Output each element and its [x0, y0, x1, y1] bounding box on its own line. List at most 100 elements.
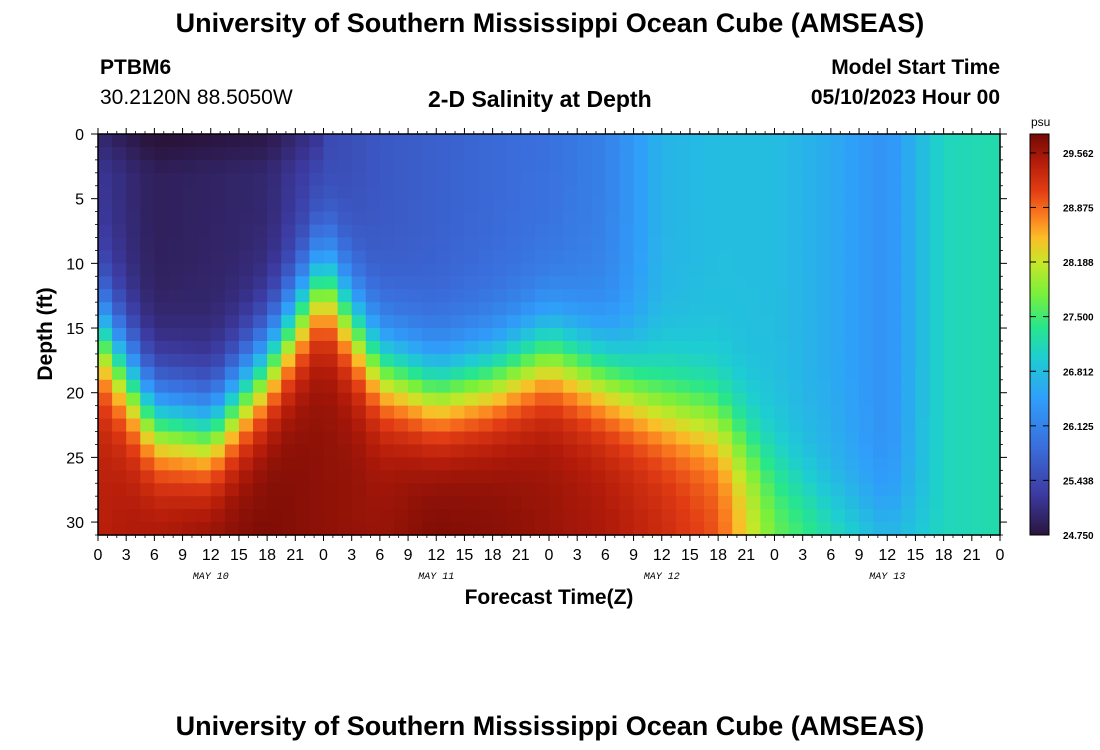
- heatmap-cell: [605, 276, 621, 290]
- heatmap-cell: [619, 444, 635, 458]
- heatmap-cell: [633, 134, 649, 148]
- heatmap-cell: [224, 366, 240, 381]
- heatmap-cell: [365, 224, 381, 239]
- heatmap-cell: [492, 185, 508, 200]
- heatmap-cell: [464, 198, 480, 213]
- heatmap-cell: [295, 509, 311, 523]
- heatmap-cell: [168, 146, 184, 161]
- heatmap-cell: [267, 237, 282, 252]
- heatmap-cell: [520, 250, 536, 264]
- heatmap-cell: [210, 328, 226, 342]
- heatmap-cell: [675, 444, 691, 458]
- heatmap-cell: [365, 509, 381, 523]
- heatmap-cell: [830, 522, 846, 536]
- heatmap-cell: [393, 392, 409, 407]
- heatmap-cell: [591, 405, 606, 420]
- heatmap-cell: [196, 224, 212, 239]
- heatmap-cell: [422, 146, 437, 161]
- heatmap-cell: [98, 172, 113, 187]
- heatmap-cell: [675, 185, 691, 200]
- heatmap-cell: [492, 431, 508, 446]
- heatmap-cell: [154, 444, 170, 458]
- heatmap-cell: [253, 237, 268, 252]
- heatmap-cell: [661, 237, 677, 252]
- heatmap-cell: [168, 405, 184, 420]
- heatmap-cell: [957, 134, 973, 148]
- heatmap-cell: [816, 237, 832, 252]
- heatmap-cell: [520, 405, 536, 420]
- heatmap-cell: [520, 509, 536, 523]
- heatmap-cell: [140, 224, 155, 239]
- heatmap-cell: [379, 457, 395, 471]
- heatmap-cell: [436, 302, 451, 316]
- heatmap-cell: [309, 457, 325, 471]
- heatmap-cell: [675, 418, 691, 433]
- heatmap-cell: [746, 302, 762, 316]
- heatmap-cell: [140, 522, 155, 536]
- heatmap-cell: [577, 289, 592, 303]
- heatmap-cell: [549, 289, 564, 303]
- heatmap-cell: [210, 224, 226, 239]
- heatmap-cell: [549, 366, 564, 381]
- heatmap-cell: [985, 198, 1001, 213]
- heatmap-cell: [422, 457, 437, 471]
- heatmap-cell: [393, 263, 409, 277]
- heatmap-cell: [534, 392, 550, 407]
- heatmap-cell: [281, 250, 296, 264]
- heatmap-cell: [873, 159, 888, 174]
- heatmap-cell: [253, 146, 268, 161]
- heatmap-cell: [98, 159, 113, 174]
- heatmap-cell: [619, 353, 635, 368]
- heatmap-cell: [323, 496, 339, 510]
- heatmap-cell: [450, 198, 466, 213]
- heatmap-cell: [126, 366, 141, 381]
- heatmap-cell: [732, 185, 747, 200]
- heatmap-cell: [915, 328, 931, 342]
- heatmap-cell: [393, 289, 409, 303]
- heatmap-cell: [224, 315, 240, 329]
- heatmap-cell: [323, 509, 339, 523]
- heatmap-cell: [492, 263, 508, 277]
- heatmap-cell: [295, 146, 311, 161]
- heatmap-cell: [675, 392, 691, 407]
- heatmap-cell: [295, 250, 311, 264]
- heatmap-cell: [619, 340, 635, 355]
- heatmap-cell: [774, 340, 790, 355]
- heatmap-cell: [112, 224, 127, 239]
- heatmap-cell: [506, 276, 522, 290]
- heatmap-cell: [732, 276, 747, 290]
- heatmap-cell: [393, 315, 409, 329]
- heatmap-cell: [943, 379, 959, 394]
- heatmap-cell: [281, 431, 296, 446]
- heatmap-cell: [168, 198, 184, 213]
- heatmap-cell: [393, 366, 409, 381]
- heatmap-cell: [859, 444, 874, 458]
- heatmap-cell: [450, 134, 466, 148]
- heatmap-cell: [154, 159, 170, 174]
- heatmap-cell: [985, 509, 1001, 523]
- heatmap-cell: [196, 172, 212, 187]
- heatmap-cell: [746, 483, 762, 497]
- heatmap-cell: [577, 211, 592, 226]
- heatmap-cell: [351, 340, 367, 355]
- heatmap-cell: [985, 379, 1001, 394]
- heatmap-cell: [98, 250, 113, 264]
- heatmap-cell: [506, 405, 522, 420]
- heatmap-cell: [267, 159, 282, 174]
- heatmap-cell: [534, 509, 550, 523]
- heatmap-cell: [619, 172, 635, 187]
- heatmap-cell: [464, 328, 480, 342]
- heatmap-cell: [295, 276, 311, 290]
- heatmap-cell: [478, 172, 494, 187]
- heatmap-cell: [591, 211, 606, 226]
- heatmap-cell: [393, 353, 409, 368]
- heatmap-cell: [760, 146, 776, 161]
- heatmap-cell: [464, 172, 480, 187]
- heatmap-cell: [971, 444, 987, 458]
- heatmap-cell: [478, 250, 494, 264]
- heatmap-cell: [661, 483, 677, 497]
- heatmap-cell: [210, 496, 226, 510]
- heatmap-cell: [309, 315, 325, 329]
- heatmap-cell: [112, 146, 127, 161]
- heatmap-cell: [605, 146, 621, 161]
